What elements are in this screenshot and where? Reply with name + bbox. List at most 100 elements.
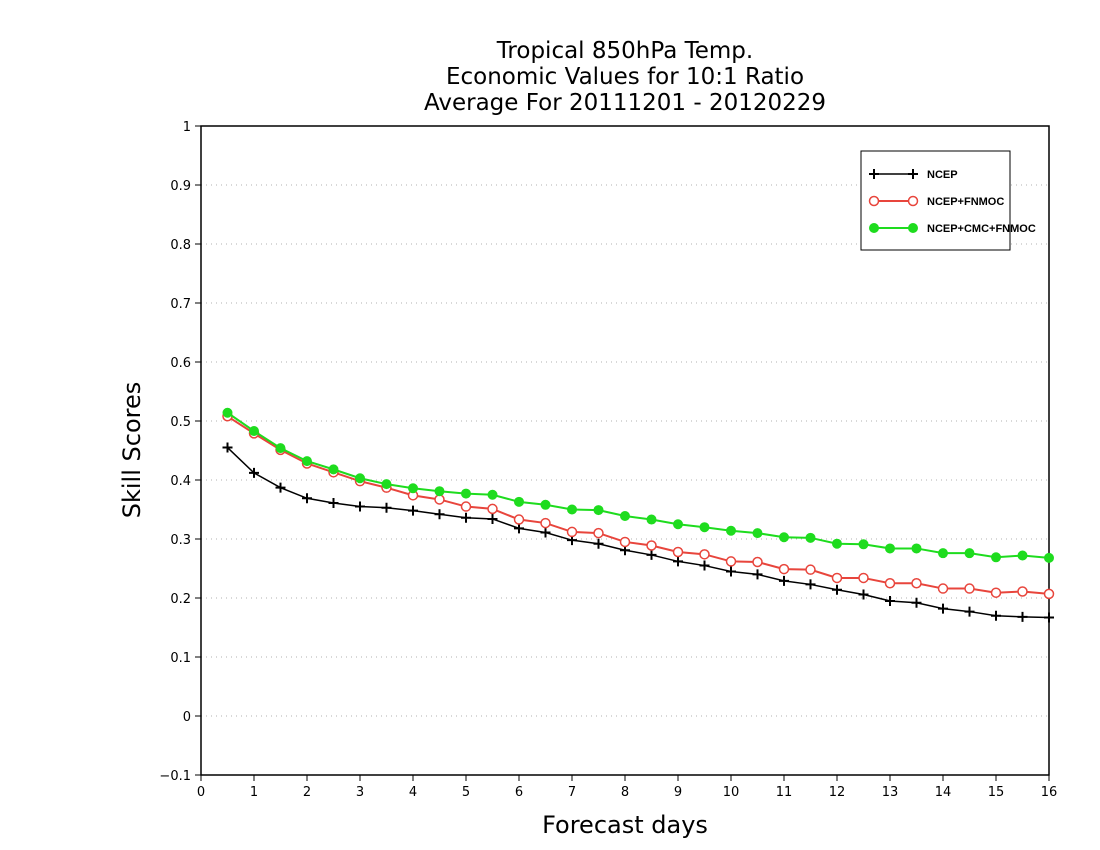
data-point (964, 548, 975, 559)
data-point (646, 514, 657, 525)
y-axis-ticks: −0.1 0 0.1 0.2 0.3 0.4 0.5 0.6 0.7 0.8 0.9 1 (159, 120, 201, 784)
data-point (434, 486, 445, 497)
grid-lines (201, 184, 1049, 717)
x-tick-label: 6 (515, 785, 523, 800)
data-point (858, 539, 869, 550)
data-point (907, 195, 919, 207)
data-point (540, 527, 551, 538)
data-point (991, 552, 1001, 563)
series-line (226, 411, 1050, 559)
title-line-2: Economic Values for 10:1 Ratio (446, 64, 804, 90)
data-point (1044, 612, 1054, 623)
x-tick-label: 2 (303, 785, 311, 800)
data-point (805, 564, 816, 575)
x-tick-label: 9 (674, 785, 682, 800)
x-tick-label: 13 (882, 785, 899, 800)
y-tick-label: 0.6 (170, 356, 191, 371)
data-point (778, 563, 790, 575)
legend-label: NCEP+FNMOC (927, 196, 1004, 208)
x-axis-label: Forecast days (542, 811, 708, 839)
data-point (514, 523, 524, 534)
data-point (672, 546, 684, 558)
data-point (328, 464, 339, 475)
legend-entry: NCEP+FNMOC (868, 195, 1004, 208)
data-point (620, 510, 630, 521)
x-tick-label: 5 (462, 785, 470, 800)
data-point (513, 514, 525, 525)
data-point (726, 566, 736, 577)
chart-title: Tropical 850hPa Temp. Economic Values fo… (424, 38, 826, 116)
data-point (699, 549, 710, 560)
x-tick-label: 15 (988, 785, 1005, 800)
data-point (991, 610, 1001, 621)
data-point (1017, 550, 1028, 561)
data-point (540, 499, 551, 510)
data-point (908, 169, 918, 179)
series-ncep-cmc-fnmoc (222, 407, 1054, 563)
data-point (885, 543, 895, 554)
data-point (355, 501, 365, 512)
data-point (514, 496, 524, 507)
data-point (593, 527, 604, 539)
data-point (222, 442, 233, 453)
data-point (646, 549, 657, 560)
data-point (832, 538, 842, 549)
y-tick-label: 1 (183, 120, 191, 135)
data-point (858, 589, 869, 600)
x-tick-label: 8 (621, 785, 629, 800)
y-tick-label: 0 (183, 710, 191, 725)
series-ncep (222, 442, 1054, 623)
x-tick-label: 4 (409, 785, 417, 800)
data-point (1044, 552, 1054, 563)
data-point (868, 195, 880, 207)
data-point (990, 587, 1002, 598)
data-point (869, 169, 879, 179)
x-tick-label: 10 (723, 785, 740, 800)
x-tick-label: 14 (935, 785, 952, 800)
data-point (460, 501, 472, 512)
data-point (249, 426, 259, 437)
data-point (752, 569, 763, 580)
y-tick-label: −0.1 (159, 769, 191, 784)
x-axis-ticks: 0 1 2 3 4 5 6 7 8 9 10 11 12 13 14 15 16 (197, 775, 1057, 800)
data-point (884, 578, 896, 589)
data-point (408, 505, 418, 516)
data-point (567, 504, 577, 515)
legend: NCEP NCEP+FNMOC NCEP+CMC+FNMOC (860, 150, 1036, 251)
data-point (487, 513, 498, 524)
x-tick-label: 16 (1041, 785, 1058, 800)
data-point (249, 467, 259, 478)
data-point (487, 503, 498, 515)
data-point (938, 603, 948, 614)
title-line-3: Average For 20111201 - 20120229 (424, 90, 826, 116)
data-point (222, 407, 233, 418)
x-tick-label: 0 (197, 785, 205, 800)
data-point (805, 579, 816, 590)
data-point (434, 509, 445, 520)
data-point (593, 505, 604, 516)
data-point (779, 575, 789, 586)
data-point (275, 443, 286, 454)
x-tick-label: 7 (568, 785, 576, 800)
y-tick-label: 0.5 (170, 415, 191, 430)
title-line-1: Tropical 850hPa Temp. (496, 38, 753, 64)
data-point (673, 556, 683, 567)
data-point (938, 548, 948, 559)
data-point (832, 584, 842, 595)
data-point (593, 538, 604, 549)
data-point (858, 572, 869, 584)
series-line (226, 447, 1050, 619)
data-point (911, 543, 922, 554)
data-point (699, 560, 710, 571)
x-tick-label: 1 (250, 785, 258, 800)
data-point (673, 519, 683, 530)
x-tick-label: 12 (829, 785, 846, 800)
data-point (619, 536, 631, 548)
data-point (699, 522, 710, 533)
data-point (937, 583, 949, 594)
data-point (908, 223, 918, 233)
data-point (461, 512, 471, 523)
y-tick-label: 0.2 (170, 592, 191, 607)
data-point (381, 479, 392, 490)
legend-label: NCEP+CMC+FNMOC (927, 223, 1036, 235)
